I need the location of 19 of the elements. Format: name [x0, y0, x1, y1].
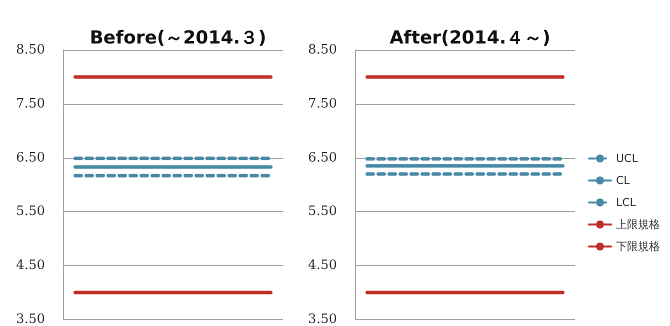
legend-label: 下限規格 — [616, 240, 660, 253]
y-tick-label: 6.50 — [16, 150, 45, 166]
legend-label: CL — [616, 174, 631, 187]
y-tick-label: 3.50 — [308, 312, 337, 326]
y-tick-label: 3.50 — [16, 312, 45, 326]
y-tick-label: 6.50 — [308, 150, 337, 166]
chart-title: Before(～2014.３) — [90, 28, 266, 48]
y-tick-label: 7.50 — [16, 96, 45, 112]
legend-label: LCL — [616, 196, 637, 209]
y-tick-label: 8.50 — [16, 42, 45, 58]
y-tick-label: 7.50 — [308, 96, 337, 112]
legend-label: UCL — [616, 152, 639, 165]
legend-label: 上限規格 — [616, 218, 660, 231]
y-tick-label: 5.50 — [308, 204, 337, 220]
y-tick-label: 5.50 — [16, 204, 45, 220]
chart-title: After(2014.４～) — [390, 28, 550, 48]
y-tick-label: 8.50 — [308, 42, 337, 58]
y-tick-label: 4.50 — [308, 258, 337, 274]
y-tick-label: 4.50 — [16, 258, 45, 274]
